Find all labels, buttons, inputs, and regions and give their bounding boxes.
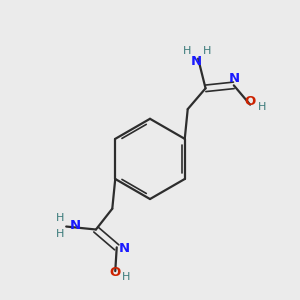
Text: N: N	[70, 218, 81, 232]
Text: N: N	[191, 55, 202, 68]
Text: H: H	[258, 102, 266, 112]
Text: H: H	[122, 272, 131, 282]
Text: O: O	[244, 95, 256, 108]
Text: O: O	[110, 266, 121, 279]
Text: N: N	[118, 242, 130, 255]
Text: H: H	[183, 46, 191, 56]
Text: H: H	[56, 229, 64, 239]
Text: N: N	[229, 72, 240, 85]
Text: H: H	[56, 213, 64, 223]
Text: H: H	[203, 46, 211, 56]
